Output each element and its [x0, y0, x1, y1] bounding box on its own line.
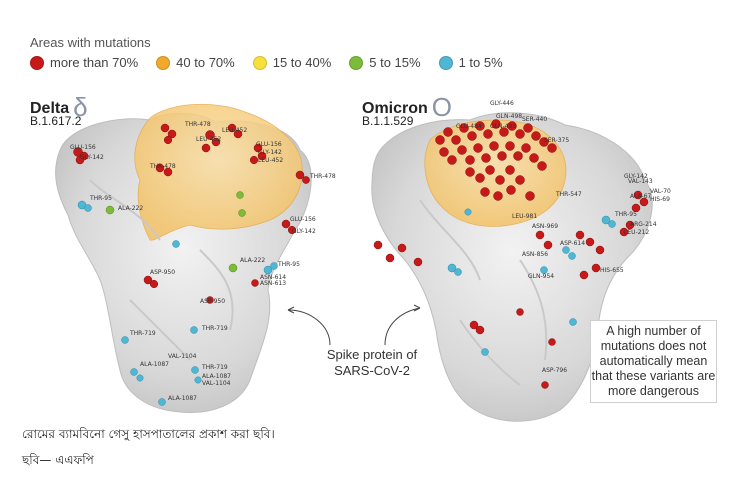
- photo-caption: রোমের ব্যামবিনো গেসু হাসপাতালের প্রকাশ ক…: [22, 427, 275, 441]
- arrow-to-delta: [287, 309, 331, 346]
- legend-label: more than 70%: [50, 55, 139, 70]
- residue-label: GLN-498: [496, 113, 522, 120]
- legend-item-1-to-5: 1 to 5%: [438, 55, 503, 70]
- delta-symbol: δ: [73, 92, 88, 122]
- legend-item-40-to-70: 40 to 70%: [156, 55, 235, 70]
- omicron-residue-labels: GLY-446 GLN-498 SER-440 GLU-484 GLN-493 …: [456, 100, 671, 374]
- residue-label: GLY-142: [80, 154, 104, 161]
- residue-label: GLY-446: [490, 100, 514, 107]
- note-box: A high number of mutations does not auto…: [590, 320, 717, 403]
- residue-label: HIS-69: [650, 196, 670, 203]
- legend-title: Areas with mutations: [30, 35, 151, 50]
- residue-label: LEU-452: [196, 136, 221, 143]
- legend-item-5-to-15: 5 to 15%: [349, 55, 421, 70]
- legend-label: 40 to 70%: [176, 55, 235, 70]
- spike-protein-label: Spike protein of SARS-CoV-2: [326, 347, 418, 378]
- residue-label: ALA-222: [118, 205, 143, 212]
- residue-label: SER-375: [544, 137, 569, 144]
- residue-label: ASP-796: [542, 367, 567, 374]
- residue-label: VAL-1104: [168, 353, 197, 360]
- residue-label: THR-478: [309, 173, 336, 180]
- residue-label: LEU-452: [222, 127, 247, 134]
- legend-swatch: [252, 55, 267, 70]
- residue-label: ASN-969: [532, 223, 558, 230]
- residue-label: ASN-613: [260, 280, 286, 287]
- photo-credit: ছবি— এএফপি: [22, 453, 94, 467]
- residue-label: VAL-1104: [202, 380, 231, 387]
- residue-label: VAL-70: [650, 188, 671, 195]
- residue-label: ALA-1087: [140, 361, 169, 368]
- delta-code: B.1.617.2: [30, 114, 82, 128]
- arrow-to-omicron: [384, 307, 421, 346]
- residue-label: THR-95: [277, 261, 300, 268]
- legend-label: 1 to 5%: [458, 55, 503, 70]
- omicron-title: Omicron O: [362, 92, 452, 123]
- delta-name: Delta: [30, 100, 70, 117]
- residue-label: ALA-222: [240, 257, 265, 264]
- legend-item-more-than-70: more than 70%: [30, 55, 138, 70]
- legend-swatch: [30, 55, 44, 70]
- residue-label: ASP-614: [560, 240, 585, 247]
- legend-swatch: [438, 55, 453, 70]
- residue-label: HIS-655: [600, 267, 624, 274]
- residue-label: ALA-1087: [168, 395, 197, 402]
- residue-label: THR-478: [184, 121, 211, 128]
- residue-label: ARG-214: [630, 221, 657, 228]
- residue-label: ASN-614: [260, 274, 286, 281]
- residue-label: ASN-856: [522, 251, 548, 258]
- delta-protein: [55, 103, 312, 414]
- omicron-name: Omicron: [362, 100, 428, 117]
- residue-label: THR-719: [201, 325, 228, 332]
- residue-label: ALA-67: [630, 193, 652, 200]
- residue-label: GLY-142: [258, 149, 282, 156]
- residue-label: GLN-954: [528, 273, 554, 280]
- residue-label: SER-440: [522, 116, 547, 123]
- residue-label: ASP-950: [150, 269, 175, 276]
- legend-swatch: [349, 55, 364, 70]
- residue-label: GLU-484: [456, 123, 482, 130]
- omicron-symbol: O: [431, 92, 453, 122]
- residue-label: GLY-142: [624, 173, 648, 180]
- legend-swatch: [156, 55, 171, 70]
- residue-label: LEU-452: [258, 157, 283, 164]
- residue-label: LEU-212: [624, 229, 649, 236]
- residue-label: THR-719: [201, 364, 228, 371]
- residue-label: ASP-950: [200, 298, 225, 305]
- residue-label: GLU-156: [70, 144, 96, 151]
- delta-mutation-markers: [73, 123, 310, 406]
- residue-label: ALA-1087: [202, 373, 231, 380]
- residue-label: LEU-981: [512, 213, 537, 220]
- residue-label: THR-719: [129, 330, 156, 337]
- residue-label: THR-95: [614, 211, 637, 218]
- legend-label: 15 to 40%: [272, 55, 332, 70]
- residue-label: THR-547: [555, 191, 582, 198]
- legend-label: 5 to 15%: [369, 55, 421, 70]
- delta-title: Delta δ: [30, 92, 88, 123]
- residue-label: THR-95: [89, 195, 112, 202]
- residue-label: GLU-156: [290, 216, 316, 223]
- residue-label: GLU-156: [256, 141, 282, 148]
- residue-label: VAL-143: [628, 178, 653, 185]
- omicron-code: B.1.1.529: [362, 114, 414, 128]
- omicron-mutation-markers: [373, 119, 649, 389]
- legend: more than 70% 40 to 70% 15 to 40% 5 to 1…: [30, 55, 503, 70]
- legend-item-15-to-40: 15 to 40%: [252, 55, 332, 70]
- residue-label: GLN-493: [490, 123, 516, 130]
- delta-residue-labels: GLU-156 GLY-142 THR-478 LEU-452 LEU-452 …: [70, 121, 336, 402]
- residue-label: GLY-142: [292, 228, 316, 235]
- residue-label: THR-478: [149, 163, 176, 170]
